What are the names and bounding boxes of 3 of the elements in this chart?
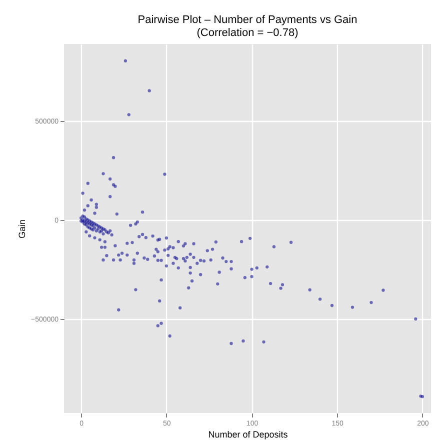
x-axis-title: Number of Deposits bbox=[208, 430, 288, 440]
y-axis-title: Gain bbox=[17, 219, 28, 239]
chart-title: Pairwise Plot – Number of Payments vs Gain (Correlation = −0.78) bbox=[138, 14, 358, 39]
